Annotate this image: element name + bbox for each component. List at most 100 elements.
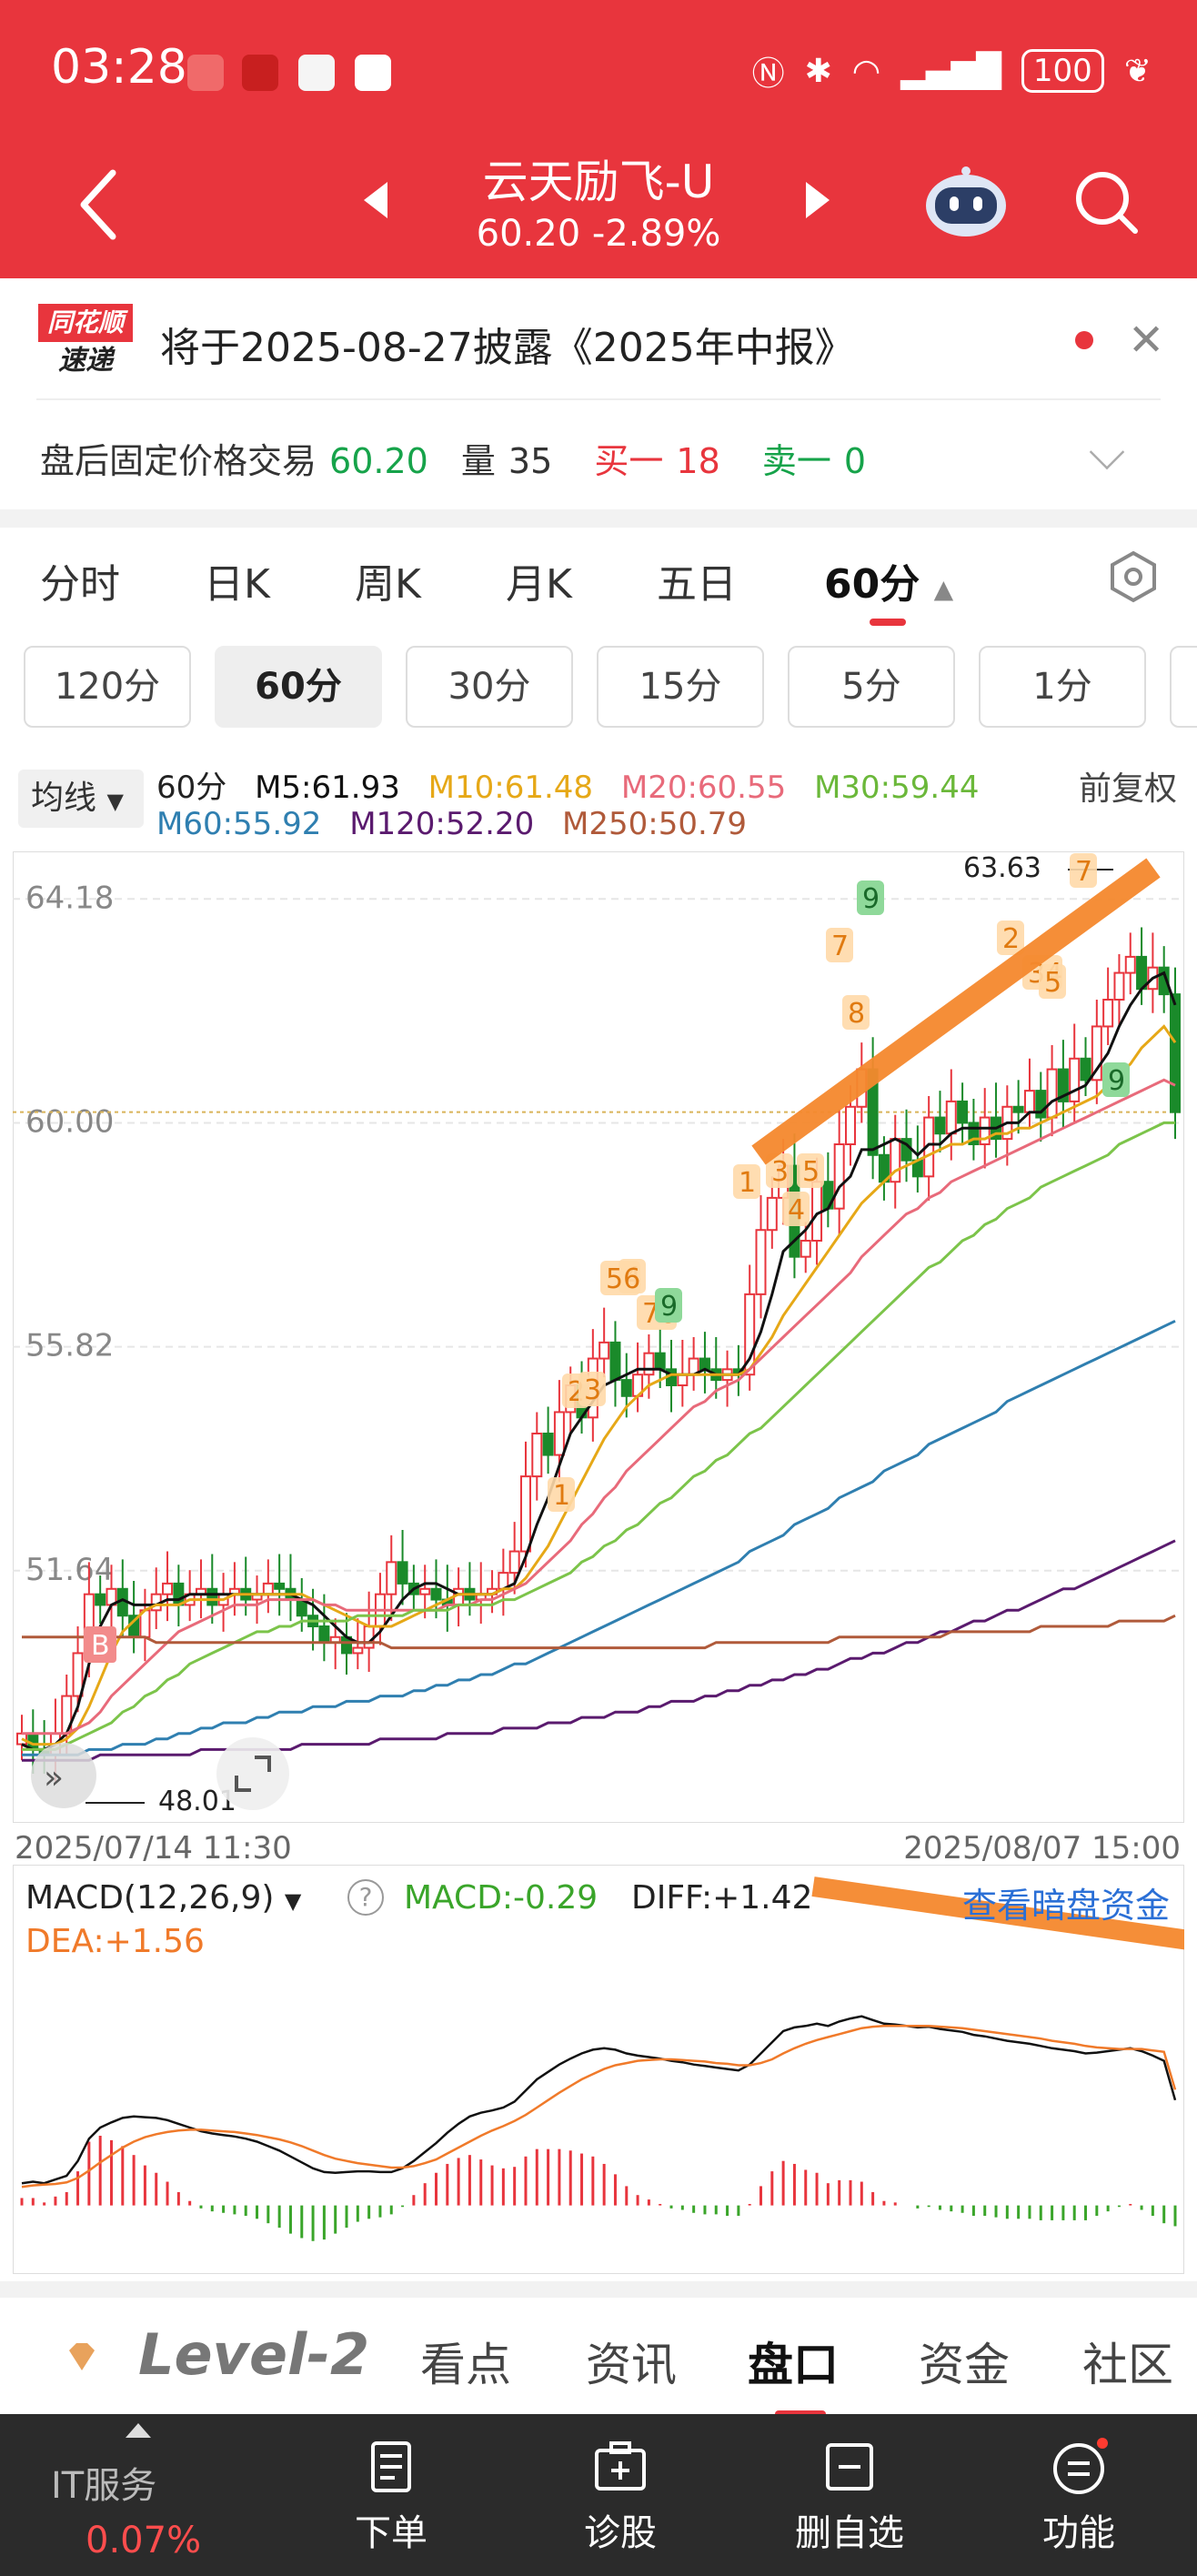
app-notification-icon xyxy=(355,55,391,91)
candle-body xyxy=(833,1143,845,1210)
next-stock-icon[interactable] xyxy=(806,182,830,218)
nav-remove-label: 删自选 xyxy=(795,2512,904,2554)
adjustment-mode[interactable]: 前复权 xyxy=(1078,770,1177,808)
candle-body xyxy=(1035,1090,1047,1119)
candle-body xyxy=(352,1646,364,1655)
candle-body xyxy=(262,1582,274,1595)
tab-60min[interactable]: 60分 ▲ xyxy=(824,551,953,609)
dropdown-caret-icon: ▼ xyxy=(284,1888,302,1914)
annotation-macd-line xyxy=(811,1877,1184,1950)
app-notification-icon xyxy=(187,55,224,91)
ma-line-m30 xyxy=(22,1121,1175,1751)
nav-remove-watchlist[interactable]: 删自选 xyxy=(759,2438,940,2556)
tab-fenshi[interactable]: 分时 xyxy=(40,561,120,608)
chip-15min[interactable]: 15分 xyxy=(597,646,764,728)
dea-value: DEA:+1.56 xyxy=(25,1923,205,1960)
td-label-green: 9 xyxy=(862,883,880,915)
chip-60min[interactable]: 60分 xyxy=(215,646,382,728)
nav-functions[interactable]: 功能 xyxy=(988,2438,1170,2556)
ma-selector-label: 均线 xyxy=(31,780,97,817)
td-label: 1 xyxy=(739,1167,756,1199)
chevron-down-icon[interactable] xyxy=(1089,434,1125,470)
remove-icon xyxy=(826,2443,873,2490)
kline-chart[interactable]: 64.1860.0055.8251.6463.6348.011234567813… xyxy=(13,851,1184,1823)
candle-body xyxy=(363,1625,375,1649)
top-header: 03:28 Ⓝ ✱ ◠ ▂▄▆█ 100 ❦ 云天励飞-U 60.20 -2.8… xyxy=(0,0,1197,278)
robot-assistant-icon[interactable] xyxy=(922,164,1010,240)
candle-body xyxy=(508,1550,520,1575)
buy-marker-label: B xyxy=(91,1630,110,1662)
volume-value: 35 xyxy=(508,441,553,481)
y-tick-label: 64.18 xyxy=(25,880,114,916)
td-label: 5 xyxy=(1044,967,1061,999)
level2-tab[interactable]: Level-2 xyxy=(138,2321,370,2388)
sector-label[interactable]: IT服务 xyxy=(51,2465,157,2507)
bottom-nav xyxy=(0,2414,1197,2576)
search-icon[interactable] xyxy=(1071,167,1141,236)
prev-stock-icon[interactable] xyxy=(364,182,387,218)
divider xyxy=(36,398,1161,400)
help-icon[interactable]: ? xyxy=(347,1879,384,1916)
chip-30min[interactable]: 30分 xyxy=(406,646,573,728)
candle-body xyxy=(1113,971,1125,1001)
nav-functions-label: 功能 xyxy=(1042,2512,1115,2554)
tab-pankou[interactable]: 盘口 xyxy=(748,2339,839,2391)
tab-news[interactable]: 资讯 xyxy=(586,2339,677,2391)
macd-chart[interactable] xyxy=(13,1865,1184,2274)
candle-body xyxy=(318,1625,330,1644)
candle-body xyxy=(755,1229,767,1295)
diff-value: DIFF:+1.42 xyxy=(631,1879,813,1917)
candle-body xyxy=(1170,993,1181,1113)
notice-bar[interactable] xyxy=(0,278,1197,398)
nav-order[interactable]: 下单 xyxy=(300,2438,482,2556)
tab-community[interactable]: 社区 xyxy=(1082,2339,1173,2391)
td-label: 5 xyxy=(802,1156,820,1188)
td-badge-green xyxy=(1102,1062,1130,1097)
dark-pool-link[interactable]: 查看暗盘资金 xyxy=(961,1886,1170,1926)
ma-m5: M5:61.93 xyxy=(255,770,400,806)
td-badge xyxy=(1039,964,1066,999)
back-icon[interactable] xyxy=(73,164,127,246)
chip-5min[interactable]: 5分 xyxy=(788,646,955,728)
tab-daily-k[interactable]: 日K xyxy=(204,561,270,608)
candle-body xyxy=(677,1374,689,1387)
td-badge xyxy=(766,1153,793,1188)
candle-body xyxy=(979,1116,991,1145)
candle-body xyxy=(1091,1025,1102,1082)
notice-text[interactable]: 将于2025-08-27披露《2025年中报》 xyxy=(160,325,855,371)
wifi-icon: ◠ xyxy=(851,52,881,90)
section-divider xyxy=(0,509,1197,528)
candle-body xyxy=(934,1116,946,1135)
candle-body xyxy=(1158,966,1170,996)
tab-weekly-k[interactable]: 周K xyxy=(355,561,421,608)
td-label: 3 xyxy=(771,1156,789,1188)
tab-funds[interactable]: 资金 xyxy=(919,2339,1010,2391)
unread-dot xyxy=(1075,331,1093,349)
stock-price-change: 60.20 -2.89% xyxy=(476,213,721,255)
td-badge xyxy=(1070,853,1097,888)
ma-selector[interactable]: 均线 ▼ xyxy=(18,770,144,828)
nav-diagnose-label: 诊股 xyxy=(584,2512,657,2554)
chart-end-date: 2025/08/07 15:00 xyxy=(903,1830,1181,1867)
chip-120min[interactable]: 120分 xyxy=(24,646,191,728)
close-icon[interactable]: ✕ xyxy=(1128,315,1165,366)
macd-selector[interactable]: MACD(12,26,9) ▼ xyxy=(25,1879,301,1917)
candle-body xyxy=(531,1433,543,1478)
tab-kandian[interactable]: 看点 xyxy=(420,2339,511,2391)
tab-monthly-k[interactable]: 月K xyxy=(506,561,572,608)
td-badge xyxy=(826,928,853,962)
buy1-value: 18 xyxy=(676,441,720,481)
diff-line xyxy=(21,2015,1177,2185)
nav-diagnose[interactable]: 诊股 xyxy=(529,2438,711,2556)
chip-more[interactable] xyxy=(1170,646,1197,728)
ma-m30: M30:59.44 xyxy=(814,770,980,806)
td-badge-green xyxy=(857,880,884,915)
chip-1min[interactable]: 1分 xyxy=(979,646,1146,728)
diagnose-icon xyxy=(595,2441,646,2490)
hexagon-settings-icon[interactable] xyxy=(1106,549,1161,604)
candle-body xyxy=(95,1593,106,1606)
fullscreen-button xyxy=(216,1737,289,1810)
ma-m10: M10:61.48 xyxy=(428,770,594,806)
candle-body xyxy=(1102,999,1114,1028)
tab-five-day[interactable]: 五日 xyxy=(657,561,737,608)
